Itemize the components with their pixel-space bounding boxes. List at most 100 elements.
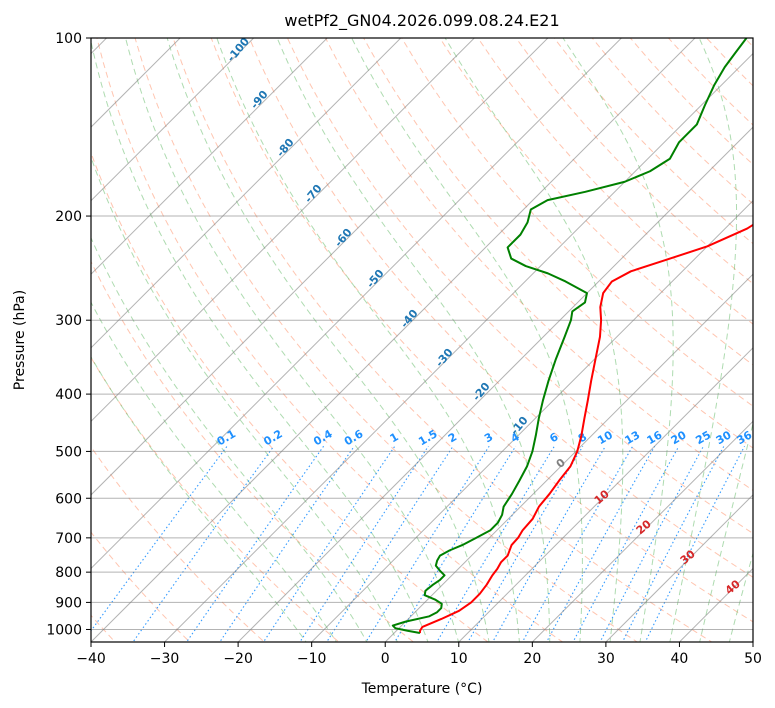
y-tick-label: 300 bbox=[55, 313, 82, 329]
moist-adiabat-label: -100 bbox=[224, 35, 252, 65]
dry-adiabat-line bbox=[91, 356, 340, 642]
y-axis-ticks: 100 200 300 400 500 600 700 800 900 1000 bbox=[46, 31, 91, 638]
y-tick-label: 1000 bbox=[46, 622, 82, 638]
y-tick-label: 600 bbox=[55, 491, 82, 507]
isotherm-line bbox=[163, 52, 753, 642]
dewpoint-profile bbox=[391, 38, 748, 635]
moist-adiabats bbox=[91, 38, 753, 642]
mixing-ratio-label: 0.4 bbox=[311, 427, 335, 448]
x-tick-label: −10 bbox=[297, 651, 327, 667]
x-tick-label: −40 bbox=[76, 651, 106, 667]
mixing-ratio-label: 1.5 bbox=[416, 427, 439, 448]
isotherm-line bbox=[91, 38, 696, 642]
mixing-ratio-label: 1 bbox=[388, 430, 401, 445]
plot-area: 0.1 0.2 0.4 0.6 1 1.5 2 3 4 6 8 10 13 16 20 25 30 36-100-… bbox=[0, 11, 775, 654]
moist-adiabat-line bbox=[91, 355, 307, 642]
moist-adiabat-line bbox=[728, 551, 753, 642]
x-axis-ticks: −40 −30 −20 −10 0 10 20 30 40 50 bbox=[76, 642, 762, 667]
dry-adiabat-line bbox=[91, 260, 415, 642]
dry-adiabat-line bbox=[91, 445, 265, 642]
chart-title: wetPf2_GN04.2026.099.08.24.E21 bbox=[284, 11, 559, 31]
dry-adiabat-label: 20 bbox=[634, 517, 654, 537]
moist-adiabat-label: -50 bbox=[364, 267, 387, 291]
dry-adiabat-line bbox=[324, 38, 753, 491]
mixing-ratio-line bbox=[219, 445, 355, 642]
sounding-series bbox=[391, 38, 753, 635]
mixing-ratio-line bbox=[492, 445, 606, 642]
temperature-profile bbox=[418, 223, 753, 634]
dry-adiabat-label: 10 bbox=[592, 487, 612, 507]
moist-adiabat-line bbox=[276, 38, 551, 642]
moist-adiabat-line bbox=[669, 38, 738, 642]
mixing-ratio-line bbox=[644, 445, 746, 642]
mixing-ratio-label: 36 bbox=[735, 428, 755, 447]
dry-adiabat-line bbox=[553, 38, 753, 245]
mixing-ratio-label: 20 bbox=[669, 428, 689, 447]
moist-adiabat-line bbox=[166, 38, 490, 642]
dry-adiabat-line bbox=[286, 38, 753, 535]
isotherm-line bbox=[384, 273, 753, 642]
y-tick-label: 200 bbox=[55, 209, 82, 225]
dry-adiabat-line bbox=[401, 38, 753, 407]
isotherm-line bbox=[752, 641, 753, 642]
isotherm-line bbox=[0, 11, 60, 654]
mixing-ratio-label: 16 bbox=[645, 428, 665, 447]
moist-adiabat-line bbox=[351, 38, 583, 642]
moist-adiabat-label: -20 bbox=[470, 380, 493, 404]
isotherm-line bbox=[91, 38, 476, 423]
y-tick-label: 800 bbox=[55, 565, 82, 581]
mixing-ratio-line bbox=[521, 445, 634, 642]
dry-adiabat-line bbox=[210, 38, 753, 623]
x-tick-label: 50 bbox=[744, 651, 762, 667]
mixing-ratio-label: 10 bbox=[595, 428, 615, 447]
mixing-ratio-label: 3 bbox=[482, 430, 495, 445]
isotherm-line bbox=[458, 347, 753, 642]
moist-adiabat-label: -60 bbox=[332, 226, 355, 250]
x-tick-label: 30 bbox=[597, 651, 615, 667]
moist-adiabat-line bbox=[699, 421, 753, 642]
dry-adiabat-line bbox=[515, 38, 753, 285]
dry-adiabat-line bbox=[743, 38, 753, 48]
mixing-ratio-line bbox=[545, 445, 656, 642]
mixing-ratio-line bbox=[262, 445, 396, 642]
isotherm-line bbox=[91, 38, 549, 496]
moist-adiabat-line bbox=[91, 301, 338, 642]
mixing-ratio-label: 0.6 bbox=[342, 427, 366, 448]
isotherm-line bbox=[531, 420, 753, 642]
mixing-ratio-label: 13 bbox=[623, 428, 643, 447]
moist-adiabat-line bbox=[91, 39, 429, 642]
adiabat-labels: 0.1 0.2 0.4 0.6 1 1.5 2 3 4 6 8 10 13 16 20 25 30 36-100-… bbox=[215, 35, 755, 597]
dry-adiabat-line bbox=[363, 38, 753, 449]
moist-adiabat-line bbox=[562, 38, 674, 642]
moist-adiabat-label: -90 bbox=[248, 88, 271, 112]
isotherm-line bbox=[91, 38, 181, 128]
y-tick-label: 100 bbox=[55, 31, 82, 47]
dry-adiabat-line bbox=[96, 38, 564, 642]
mixing-ratio-label: 2 bbox=[446, 430, 459, 445]
mixing-ratio-label: 30 bbox=[714, 428, 734, 447]
y-tick-label: 900 bbox=[55, 595, 82, 611]
x-axis-label: Temperature (°C) bbox=[361, 681, 483, 697]
dry-adiabat-line bbox=[756, 11, 775, 654]
x-tick-label: 40 bbox=[671, 651, 689, 667]
moist-adiabat-label: -40 bbox=[398, 307, 421, 331]
x-tick-label: 20 bbox=[523, 651, 541, 667]
isobar-grid bbox=[91, 38, 753, 630]
dry-adiabat-label: 0 bbox=[554, 456, 568, 471]
isotherm-line bbox=[91, 38, 402, 349]
y-tick-label: 700 bbox=[55, 531, 82, 547]
isotherm-line bbox=[91, 38, 623, 570]
moist-adiabat-line bbox=[91, 155, 398, 642]
moist-adiabat-line bbox=[216, 38, 520, 642]
isotherm-line bbox=[237, 126, 753, 642]
x-tick-label: −20 bbox=[223, 651, 253, 667]
dry-adiabat-line bbox=[172, 38, 713, 642]
moist-adiabat-line bbox=[125, 38, 460, 642]
isotherm-grid bbox=[0, 11, 753, 654]
dry-adiabat-line bbox=[91, 151, 489, 642]
mixing-ratio-line bbox=[621, 445, 725, 642]
y-tick-label: 500 bbox=[55, 444, 82, 460]
dry-adiabat-line bbox=[248, 38, 753, 578]
moist-adiabat-line bbox=[444, 38, 624, 642]
